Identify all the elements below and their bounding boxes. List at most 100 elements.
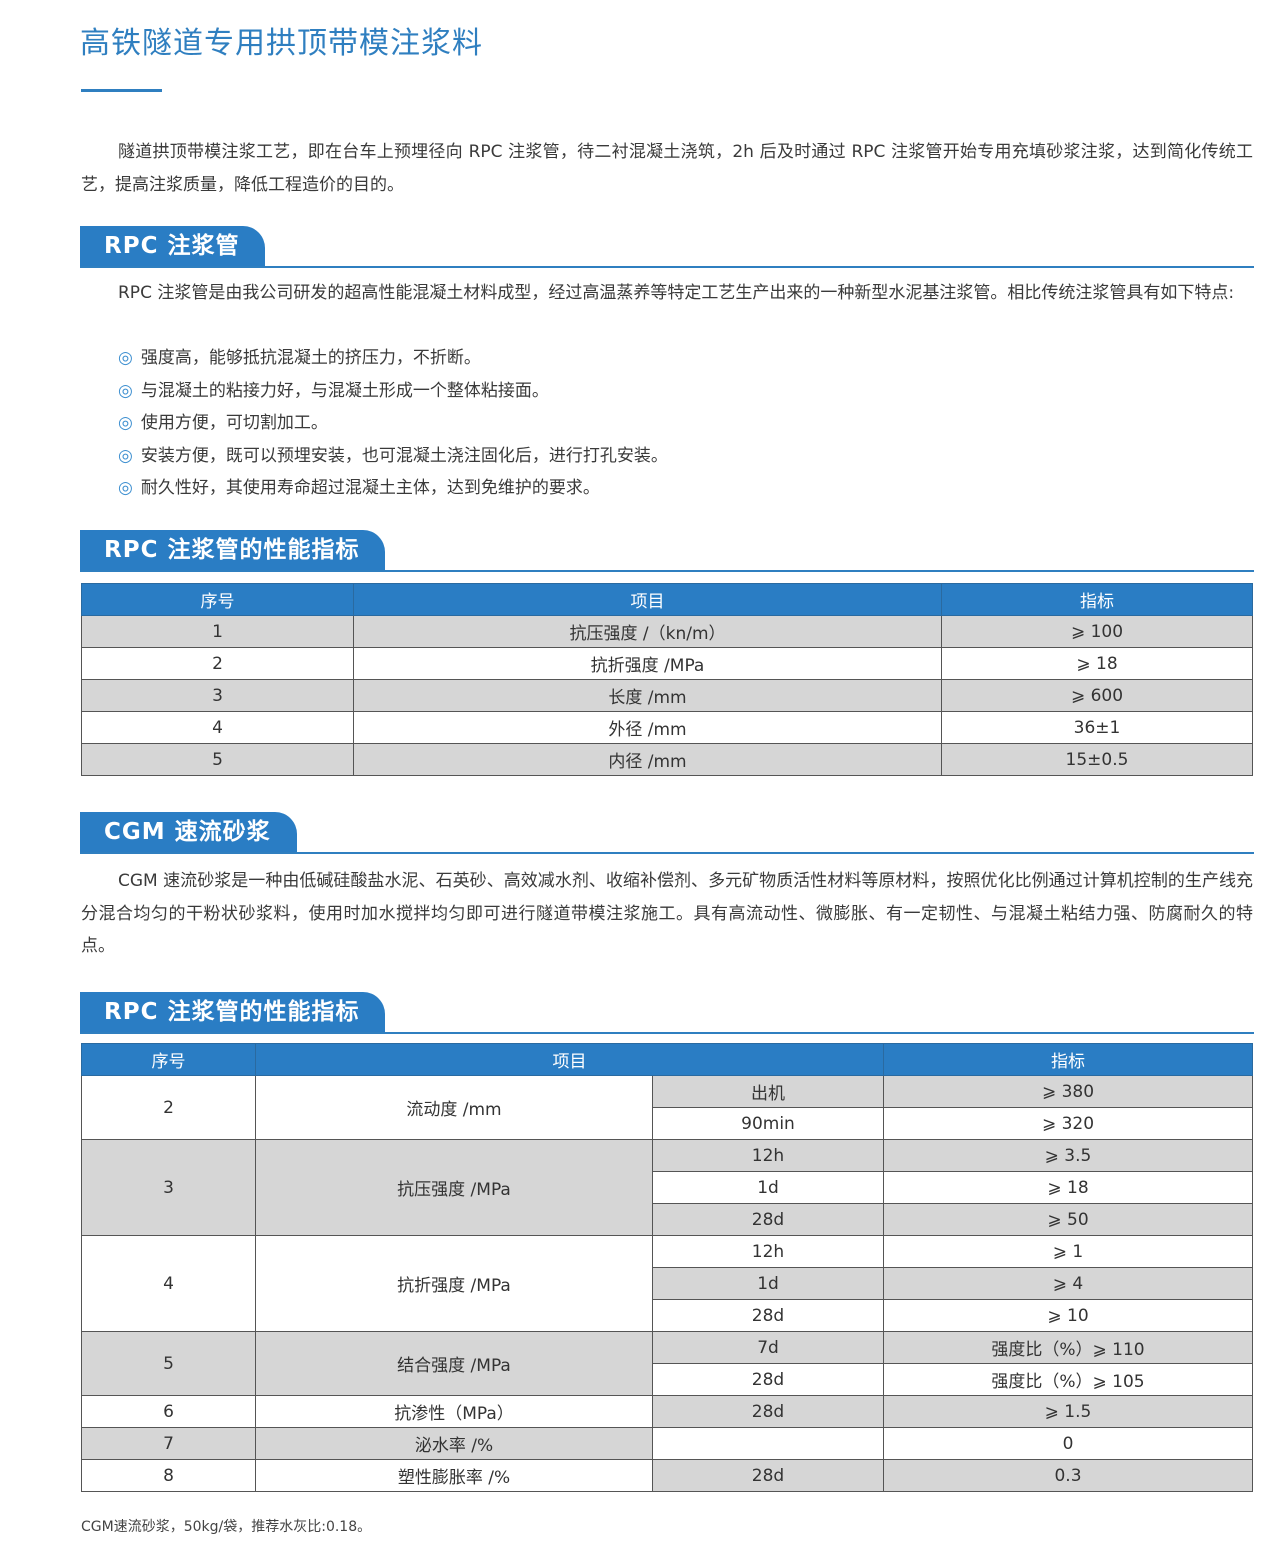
table-cell: ⩾ 1.5 [883, 1395, 1253, 1428]
table-cell: 4 [81, 711, 354, 744]
table-row: 3 抗压强度 /MPa 12h ⩾ 3.5 [81, 1139, 1253, 1236]
list-item-text: 使用方便，可切割加工。 [140, 413, 328, 433]
table-row: 7 泌水率 /% 0 [81, 1427, 1253, 1460]
feature-list: ◎ 强度高，能够抵抗混凝土的挤压力，不折断。 ◎ 与混凝土的粘接力好，与混凝土形成一个… [118, 342, 668, 505]
table-cell: ⩾ 18 [883, 1171, 1253, 1204]
double-circle-bullet-icon: ◎ [118, 478, 133, 498]
table-cell: 抗渗性（MPa） [255, 1395, 653, 1428]
table-cell: 抗折强度 /MPa [255, 1235, 653, 1332]
section-header-rpc-specs: RPC 注浆管的性能指标 [80, 526, 1254, 572]
table-row: 2 抗折强度 /MPa ⩾ 18 [81, 647, 1253, 680]
list-item-text: 安装方便，既可以预埋安装，也可混凝土浇注固化后，进行打孔安装。 [140, 445, 668, 466]
table-cell: 3 [81, 679, 354, 712]
table-row: 1d ⩾ 18 [82, 1171, 1253, 1204]
title-underline [81, 89, 162, 92]
table-row: 1d ⩾ 4 [82, 1267, 1253, 1300]
column-header: 项目 [255, 1043, 884, 1076]
rpc-pipe-paragraph: RPC 注浆管是由我公司研发的超高性能混凝土材料成型，经过高温蒸养等特定工艺生产… [118, 283, 1235, 303]
table-cell: 强度比（%）⩾ 105 [883, 1363, 1253, 1396]
table-cell: 28d [652, 1363, 884, 1396]
table-cell: 4 [81, 1235, 256, 1332]
table-cell: 5 [81, 1331, 256, 1396]
table-row: 4 外径 /mm 36±1 [81, 711, 1253, 744]
intro-paragraph: 隧道拱顶带模注浆工艺，即在台车上预埋径向 RPC 注浆管，待二衬混凝土浇筑，2h… [81, 142, 1253, 195]
table-cell: 抗折强度 /MPa [353, 647, 942, 680]
column-header: 序号 [81, 583, 354, 616]
table-cell: 12h [652, 1235, 884, 1268]
table-cell: 0.3 [883, 1459, 1253, 1492]
rpc-spec-table: 序号 项目 指标 1 抗压强度 /（kn/m） ⩾ 100 2 抗折强度 /MPa ⩾ 18 3 长… [81, 583, 1253, 776]
list-item: ◎ 与混凝土的粘接力好，与混凝土形成一个整体粘接面。 [118, 375, 668, 408]
list-item: ◎ 强度高，能够抵抗混凝土的挤压力，不折断。 [118, 342, 668, 375]
table-cell: 抗压强度 /MPa [255, 1139, 653, 1236]
table-cell: 流动度 /mm [255, 1075, 653, 1140]
table-cell: 2 [81, 1075, 256, 1140]
table-cell: ⩾ 320 [883, 1107, 1253, 1140]
table-cell: 3 [81, 1139, 256, 1236]
table-cell: 1 [81, 615, 354, 648]
double-circle-bullet-icon: ◎ [118, 445, 133, 466]
table-cell: 12h [652, 1139, 884, 1172]
table-header-row: 序号 项目 指标 [81, 1043, 1253, 1076]
table-cell: 36±1 [941, 711, 1253, 744]
table-row: 28d 强度比（%）⩾ 105 [82, 1363, 1253, 1396]
column-header: 序号 [81, 1043, 256, 1076]
cgm-spec-table: 序号 项目 指标 2 流动度 /mm 出机 ⩾ 380 90min ⩾ 320 3 抗压强度 /MP… [81, 1043, 1253, 1492]
table-cell: ⩾ 380 [883, 1075, 1253, 1108]
footnote: CGM速流砂浆，50kg/袋，推荐水灰比:0.18。 [81, 1519, 372, 1535]
table-cell: 结合强度 /MPa [255, 1331, 653, 1396]
section-header-cgm-specs: RPC 注浆管的性能指标 [80, 988, 1254, 1034]
section-header-rpc-pipe: RPC 注浆管 [80, 222, 1254, 268]
section-header-cgm: CGM 速流砂浆 [80, 808, 1254, 854]
table-cell: ⩾ 50 [883, 1203, 1253, 1236]
table-cell: 28d [652, 1459, 884, 1492]
table-cell: 28d [652, 1299, 884, 1332]
column-header: 指标 [941, 583, 1253, 616]
table-cell: 5 [81, 743, 354, 776]
table-cell: 外径 /mm [353, 711, 942, 744]
cgm-paragraph: CGM 速流砂浆是一种由低碱硅酸盐水泥、石英砂、高效减水剂、收缩补偿剂、多元矿物… [81, 871, 1253, 956]
table-cell: 抗压强度 /（kn/m） [353, 615, 942, 648]
table-cell [652, 1427, 884, 1460]
table-cell: ⩾ 3.5 [883, 1139, 1253, 1172]
table-cell: 8 [81, 1459, 256, 1492]
table-cell: ⩾ 600 [941, 679, 1253, 712]
table-header-row: 序号 项目 指标 [81, 583, 1253, 616]
list-item-text: 与混凝土的粘接力好，与混凝土形成一个整体粘接面。 [140, 380, 549, 401]
table-cell: 6 [81, 1395, 256, 1428]
table-cell: ⩾ 18 [941, 647, 1253, 680]
list-item: ◎ 安装方便，既可以预埋安装，也可混凝土浇注固化后，进行打孔安装。 [118, 440, 668, 473]
table-row: 90min ⩾ 320 [82, 1107, 1253, 1140]
table-cell: 15±0.5 [941, 743, 1253, 776]
table-row: 3 长度 /mm ⩾ 600 [81, 679, 1253, 712]
list-item-text: 强度高，能够抵抗混凝土的挤压力，不折断。 [140, 348, 481, 368]
table-row: 28d ⩾ 10 [82, 1299, 1253, 1332]
table-row: 8 塑性膨胀率 /% 28d 0.3 [81, 1459, 1253, 1492]
double-circle-bullet-icon: ◎ [118, 380, 133, 401]
table-cell: ⩾ 1 [883, 1235, 1253, 1268]
table-row: 5 结合强度 /MPa 7d 强度比（%）⩾ 110 [81, 1331, 1253, 1396]
double-circle-bullet-icon: ◎ [118, 348, 133, 368]
table-cell: 7d [652, 1331, 884, 1364]
page-title: 高铁隧道专用拱顶带模注浆料 [80, 26, 483, 61]
table-cell: 内径 /mm [353, 743, 942, 776]
table-cell: 2 [81, 647, 354, 680]
double-circle-bullet-icon: ◎ [118, 413, 133, 433]
table-cell: 90min [652, 1107, 884, 1140]
column-header: 指标 [883, 1043, 1253, 1076]
table-row: 28d ⩾ 50 [82, 1203, 1253, 1236]
table-cell: 泌水率 /% [255, 1427, 653, 1460]
table-row: 4 抗折强度 /MPa 12h ⩾ 1 [81, 1235, 1253, 1332]
table-cell: 0 [883, 1427, 1253, 1460]
table-row: 1 抗压强度 /（kn/m） ⩾ 100 [81, 615, 1253, 648]
list-item: ◎ 使用方便，可切割加工。 [118, 407, 668, 440]
table-row: 5 内径 /mm 15±0.5 [81, 743, 1253, 776]
list-item-text: 耐久性好，其使用寿命超过混凝土主体，达到免维护的要求。 [140, 478, 600, 498]
column-header: 项目 [353, 583, 942, 616]
table-cell: 7 [81, 1427, 256, 1460]
table-cell: 1d [652, 1267, 884, 1300]
table-cell: 长度 /mm [353, 679, 942, 712]
table-cell: ⩾ 10 [883, 1299, 1253, 1332]
table-cell: 强度比（%）⩾ 110 [883, 1331, 1253, 1364]
